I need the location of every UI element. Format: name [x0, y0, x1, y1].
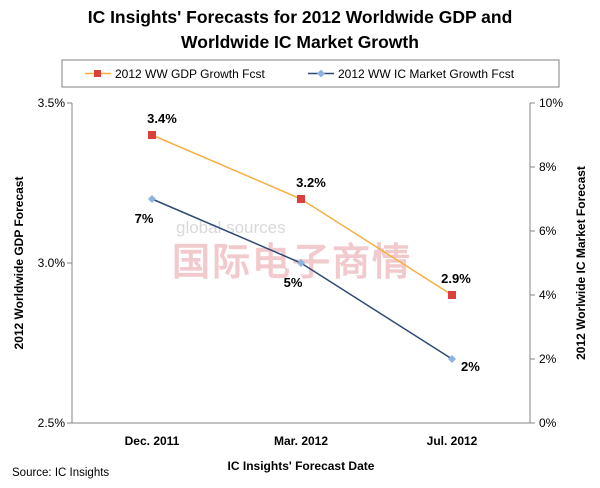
right-tick-label: 2% — [539, 352, 557, 366]
ic-point-marker — [297, 259, 305, 267]
watermark-english: global sources — [176, 218, 286, 237]
x-axis-title: IC Insights' Forecast Date — [228, 459, 375, 473]
legend-label-gdp: 2012 WW GDP Growth Fcst — [115, 67, 265, 81]
x-tick-label: Mar. 2012 — [274, 434, 328, 448]
right-tick-label: 4% — [539, 288, 557, 302]
data-labels: 3.4% 3.2% 2.9% 7% 5% 2% — [135, 111, 481, 374]
watermark-chinese: 国际电子商情 — [172, 242, 412, 284]
right-tick-label: 0% — [539, 416, 557, 430]
ic-point-marker — [148, 195, 156, 203]
right-tick-label: 10% — [539, 96, 563, 110]
legend: 2012 WW GDP Growth Fcst 2012 WW IC Marke… — [61, 59, 560, 88]
gdp-data-label: 3.2% — [296, 175, 326, 190]
left-tick-label: 2.5% — [38, 416, 66, 430]
gdp-data-label: 2.9% — [441, 271, 471, 286]
chart-title-line-1: IC Insights' Forecasts for 2012 Worldwid… — [88, 7, 513, 27]
right-axis-title: 2012 Worlwide IC Market Forecast — [574, 166, 588, 360]
x-axis-ticks: Dec. 2011 Mar. 2012 Jul. 2012 — [125, 434, 478, 448]
x-tick-label: Dec. 2011 — [125, 434, 180, 448]
legend-marker-ic — [317, 69, 325, 78]
chart-title-line-2: Worldwide IC Market Growth — [181, 32, 419, 52]
source-note: Source: IC Insights — [12, 467, 109, 479]
left-axis-title: 2012 Worldwide GDP Forecast — [12, 177, 26, 350]
gdp-point-marker — [148, 131, 156, 139]
right-tick-label: 6% — [539, 224, 557, 238]
gdp-data-label: 3.4% — [147, 111, 177, 126]
legend-marker-gdp — [94, 70, 101, 77]
right-axis-ticks: 0% 2% 4% 6% 8% 10% — [530, 96, 563, 430]
ic-data-label: 7% — [135, 211, 154, 226]
series-markers — [148, 131, 456, 363]
ic-point-marker — [448, 355, 456, 363]
watermark: global sources 国际电子商情 — [172, 218, 412, 284]
left-tick-label: 3.0% — [38, 256, 66, 270]
gdp-point-marker — [448, 291, 456, 299]
left-axis-ticks: 2.5% 3.0% 3.5% — [38, 96, 72, 430]
x-tick-label: Jul. 2012 — [427, 434, 478, 448]
legend-label-ic: 2012 WW IC Market Growth Fcst — [338, 67, 515, 81]
ic-data-label: 2% — [461, 359, 480, 374]
gdp-point-marker — [297, 195, 305, 203]
ic-data-label: 5% — [284, 275, 303, 290]
left-tick-label: 3.5% — [38, 96, 66, 110]
right-tick-label: 8% — [539, 160, 557, 174]
